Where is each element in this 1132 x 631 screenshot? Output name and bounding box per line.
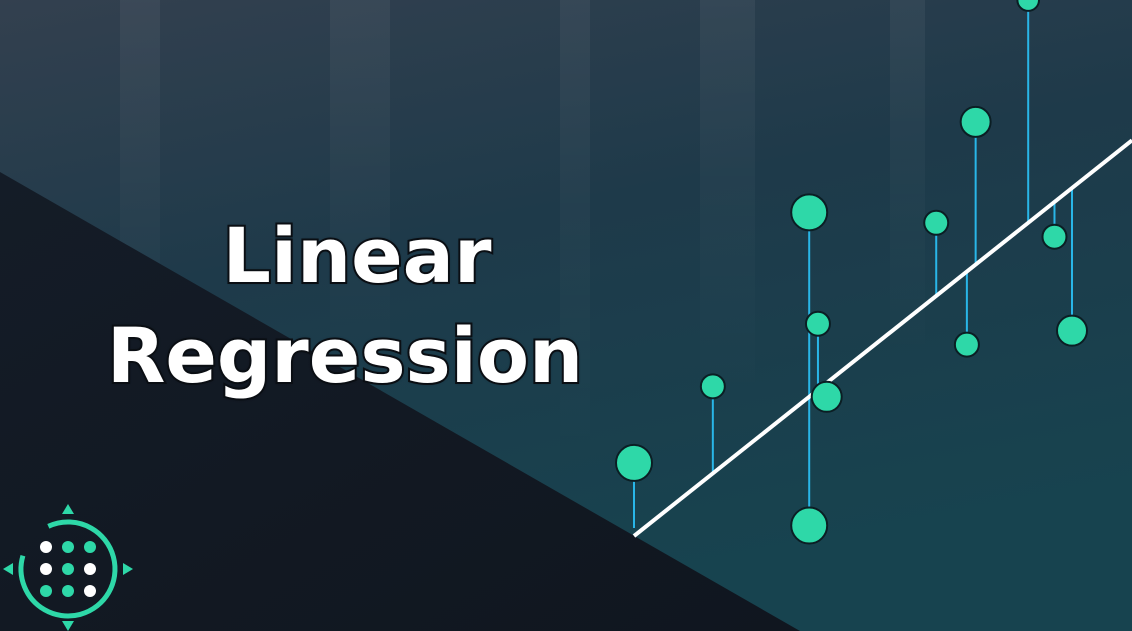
- data-point: [790, 506, 829, 545]
- data-point: [923, 209, 950, 236]
- dark-diagonal-panel: [0, 172, 800, 631]
- data-point: [1041, 223, 1068, 250]
- light-rays: [120, 0, 925, 460]
- data-point: [615, 443, 653, 482]
- regression-fit-line: [632, 138, 1132, 538]
- data-point: [953, 331, 980, 358]
- data-point: [1056, 314, 1088, 347]
- title-line-1: Linear: [221, 211, 494, 300]
- data-point: [699, 373, 726, 400]
- data-point: [790, 193, 829, 232]
- data-point: [959, 105, 992, 138]
- data-point: [1016, 0, 1040, 12]
- dot-grid-compass-logo-icon: [3, 504, 133, 631]
- title-line-2: Regression: [105, 311, 585, 400]
- data-point: [810, 380, 843, 413]
- data-point: [804, 310, 831, 337]
